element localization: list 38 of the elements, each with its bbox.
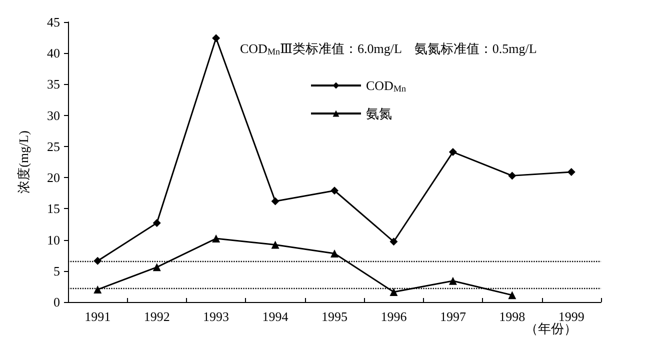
- x-axis-title: （年份）: [525, 321, 577, 336]
- point: [94, 286, 102, 294]
- y-tick-label: 0: [54, 294, 60, 310]
- y-tick-label: 5: [54, 263, 60, 278]
- x-tick-label: 1997: [440, 309, 466, 324]
- x-tick-label: 1994: [262, 309, 289, 324]
- point: [271, 197, 280, 206]
- x-tick-label: 1993: [203, 309, 230, 324]
- x-tick-label: 1992: [144, 309, 170, 324]
- y-tick-label: 40: [47, 46, 60, 61]
- y-tick-label: 35: [47, 76, 60, 92]
- x-tick-label: 1999: [558, 309, 584, 324]
- point: [390, 238, 398, 246]
- y-tick-label: 30: [47, 108, 60, 123]
- point: [508, 291, 516, 300]
- y-tick-label: 25: [47, 138, 60, 154]
- point: [212, 34, 220, 42]
- point: [448, 276, 457, 285]
- point: [390, 288, 398, 296]
- x-tick-label: 1991: [84, 309, 111, 324]
- point: [448, 148, 457, 156]
- point: [152, 218, 161, 227]
- x-tick-label: 1995: [322, 309, 348, 324]
- x-tick-label: 1998: [499, 309, 526, 324]
- point: [152, 263, 161, 272]
- y-tick-label: 15: [47, 201, 60, 216]
- y-axis-title: 浓度(mg/L): [16, 130, 31, 194]
- y-tick-label: 45: [47, 14, 60, 30]
- point: [330, 249, 338, 258]
- legend-label: 氨氮: [366, 106, 392, 121]
- x-tick-label: 1996: [380, 309, 408, 324]
- point: [212, 234, 220, 243]
- y-tick-label: 10: [47, 232, 60, 248]
- point: [567, 168, 576, 176]
- point: [330, 186, 338, 195]
- point: [271, 240, 280, 249]
- y-tick-label: 20: [47, 170, 60, 186]
- point: [508, 172, 516, 180]
